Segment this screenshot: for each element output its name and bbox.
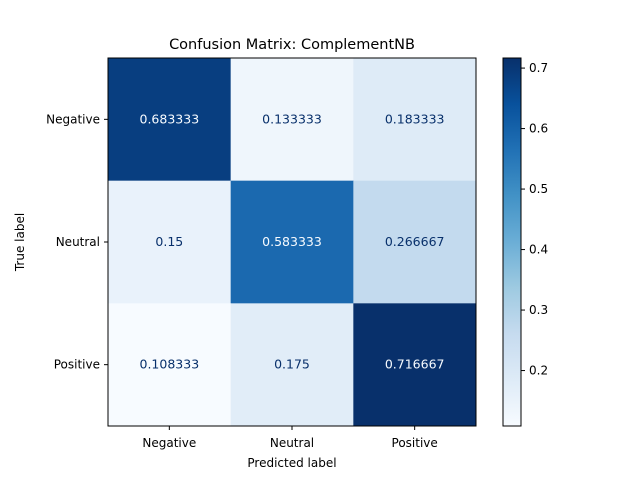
cell-value-label-0-2: 0.183333 bbox=[385, 111, 445, 126]
cell-value-label-0-1: 0.133333 bbox=[262, 111, 322, 126]
x-tick-label-2: Positive bbox=[392, 436, 438, 450]
heatmap-cell-1-2 bbox=[353, 180, 477, 304]
cell-value-label-2-1: 0.175 bbox=[274, 357, 310, 372]
y-tick-label-0: Negative bbox=[46, 112, 100, 126]
cell-value-label-1-2: 0.266667 bbox=[385, 234, 445, 249]
colorbar-ticks: 0.2 0.3 0.4 0.5 0.6 0.7 bbox=[521, 61, 548, 378]
heatmap-cell-2-1 bbox=[230, 303, 354, 427]
y-axis-ticks: Negative Neutral Positive bbox=[46, 112, 108, 372]
colorbar-tick-label-3: 0.5 bbox=[529, 182, 548, 196]
heatmap-cell-1-1 bbox=[230, 180, 354, 304]
x-axis-label: Predicted label bbox=[247, 456, 336, 470]
colorbar-tick-label-0: 0.2 bbox=[529, 364, 548, 378]
cell-value-label-1-1: 0.583333 bbox=[262, 234, 322, 249]
heatmap-cell-2-2 bbox=[353, 303, 477, 427]
x-tick-label-1: Neutral bbox=[270, 436, 314, 450]
y-tick-label-1: Neutral bbox=[56, 235, 100, 249]
x-tick-label-0: Negative bbox=[142, 436, 196, 450]
colorbar-tick-label-5: 0.7 bbox=[529, 61, 548, 75]
cell-value-label-2-0: 0.108333 bbox=[140, 357, 200, 372]
colorbar-tick-label-1: 0.3 bbox=[529, 303, 548, 317]
colorbar-tick-label-2: 0.4 bbox=[529, 243, 548, 257]
colorbar bbox=[502, 57, 522, 427]
heatmap-value-labels: 0.683333 0.133333 0.183333 0.15 0.583333 0.26… bbox=[140, 111, 445, 371]
heatmap-cells bbox=[108, 58, 477, 427]
heatmap-cell-0-2 bbox=[353, 58, 477, 182]
cell-value-label-2-2: 0.716667 bbox=[385, 357, 445, 372]
cell-value-label-0-0: 0.683333 bbox=[140, 111, 200, 126]
heatmap-cell-0-1 bbox=[230, 58, 354, 182]
heatmap-cell-1-0 bbox=[108, 180, 232, 304]
colorbar-tick-label-4: 0.6 bbox=[529, 122, 548, 136]
y-axis-label: True label bbox=[13, 213, 27, 272]
chart-title: Confusion Matrix: ComplementNB bbox=[169, 37, 415, 53]
cell-value-label-1-0: 0.15 bbox=[155, 234, 183, 249]
heatmap-cell-0-0 bbox=[108, 58, 232, 182]
x-axis-ticks: Negative Neutral Positive bbox=[142, 426, 438, 450]
heatmap-cell-2-0 bbox=[108, 303, 232, 427]
y-tick-label-2: Positive bbox=[54, 358, 100, 372]
